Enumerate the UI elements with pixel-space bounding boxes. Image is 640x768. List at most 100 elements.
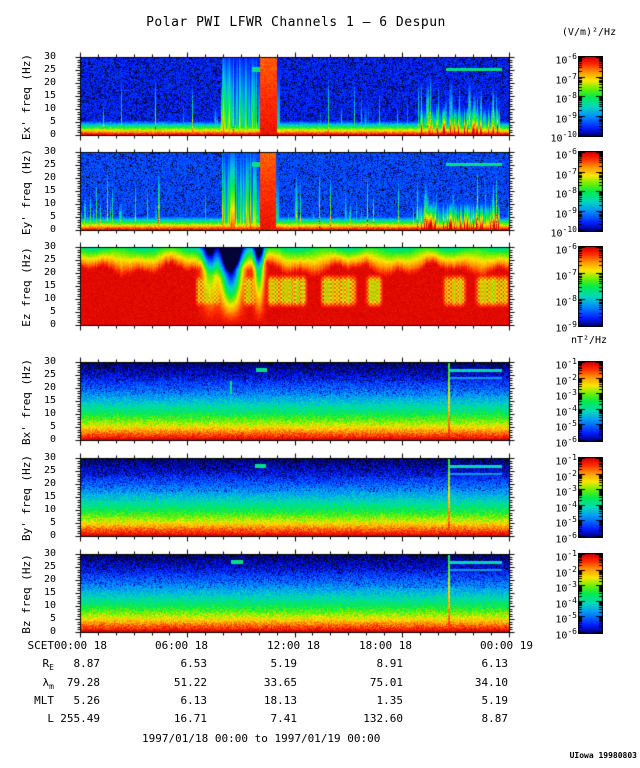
colorbar-tick-label: 10-5 — [555, 419, 577, 434]
y-tick-label: 25 — [43, 561, 56, 572]
y-tick-label: 20 — [43, 574, 56, 585]
colorbar-tick-label: 10-8 — [555, 91, 577, 106]
y-tick-label: 10 — [43, 504, 56, 515]
scet-time-label: 12:00 18 — [267, 639, 320, 652]
electric-units-label: (V/m)²/Hz — [561, 27, 617, 38]
y-tick-label: 20 — [43, 382, 56, 393]
colorbar-tick-label: 10-2 — [555, 372, 577, 387]
y-tick-label: 0 — [49, 626, 56, 637]
magnetic-units-label: nT²/Hz — [570, 335, 608, 346]
colorbar-tick-label: 10-2 — [555, 468, 577, 483]
colorbar-tick-label: 10-1 — [555, 453, 577, 468]
y-tick-label: 30 — [43, 146, 56, 157]
colorbar-tick-label: 10-3 — [555, 484, 577, 499]
y-tick-label: 10 — [43, 408, 56, 419]
ephemeris-value: 18.13 — [263, 694, 297, 707]
y-tick-label: 20 — [43, 77, 56, 88]
y-tick-label: 25 — [43, 465, 56, 476]
colorbar-tick-label: 10-9 — [555, 320, 577, 335]
y-tick-label: 0 — [49, 530, 56, 541]
colorbar-tick-label: 10-3 — [555, 580, 577, 595]
ephemeris-value: 51.22 — [173, 676, 207, 689]
y-tick-label: 10 — [43, 103, 56, 114]
colorbar-tick-label: 10-10 — [550, 225, 578, 240]
colorbar-tick-label: 10-2 — [555, 564, 577, 579]
colorbar-tick-label: 10-8 — [555, 186, 577, 201]
y-tick-label: 15 — [43, 185, 56, 196]
ephemeris-value: 8.91 — [376, 657, 404, 670]
colorbar-tick-label: 10-6 — [555, 147, 577, 162]
spectrogram-bx-canvas — [73, 355, 517, 448]
ephemeris-value: 79.28 — [66, 676, 100, 689]
row-label-mlt: MLT — [34, 694, 54, 707]
y-tick-label: 5 — [49, 116, 56, 127]
ephemeris-value: 255.49 — [60, 712, 100, 725]
row-label-re: RE — [42, 657, 54, 673]
y-tick-label: 30 — [43, 51, 56, 62]
colorbar-tick-label: 10-3 — [555, 388, 577, 403]
colorbar-tick-label: 10-6 — [555, 531, 577, 546]
colorbar-ey-canvas — [578, 151, 603, 232]
colorbar-tick-label: 10-5 — [555, 515, 577, 530]
colorbar-ex-canvas — [578, 56, 603, 137]
plot-title: Polar PWI LFWR Channels 1 — 6 Despun — [146, 15, 446, 30]
y-tick-label: 20 — [43, 267, 56, 278]
colorbar-tick-label: 10-7 — [555, 166, 577, 181]
ephemeris-value: 6.53 — [180, 657, 208, 670]
ephemeris-value: 132.60 — [363, 712, 403, 725]
y-tick-label: 20 — [43, 172, 56, 183]
y-tick-label: 0 — [49, 129, 56, 140]
colorbar-tick-label: 10-4 — [555, 403, 577, 419]
colorbar-tick-label: 10-6 — [555, 242, 577, 257]
y-tick-label: 15 — [43, 90, 56, 101]
y-tick-label: 30 — [43, 241, 56, 252]
scet-time-label: 18:00 18 — [359, 639, 412, 652]
y-tick-label: 15 — [43, 395, 56, 406]
y-tick-label: 5 — [49, 306, 56, 317]
y-tick-label: 10 — [43, 293, 56, 304]
y-tick-label: 30 — [43, 548, 56, 559]
colorbar-tick-label: 10-4 — [555, 595, 577, 611]
ephemeris-value: 34.10 — [474, 676, 508, 689]
spectrogram-by-canvas — [73, 451, 517, 544]
spectrogram-ez-canvas — [73, 240, 517, 333]
row-label-lambda-m: λm — [42, 676, 54, 692]
ephemeris-value: 7.41 — [270, 712, 298, 725]
colorbar-tick-label: 10-7 — [555, 71, 577, 86]
time-range-label: 1997/01/18 00:00 to 1997/01/19 00:00 — [142, 732, 381, 745]
y-tick-label: 30 — [43, 356, 56, 367]
scet-time-label: 00:00 19 — [480, 639, 533, 652]
colorbar-bz-canvas — [578, 553, 603, 634]
credit-stamp: UIowa 19980803 — [569, 751, 637, 760]
ephemeris-value: 5.19 — [270, 657, 298, 670]
y-tick-label: 25 — [43, 159, 56, 170]
colorbar-tick-label: 10-4 — [555, 499, 577, 515]
colorbar-tick-label: 10-8 — [555, 294, 577, 309]
y-tick-label: 15 — [43, 491, 56, 502]
y-tick-label: 0 — [49, 319, 56, 330]
row-label-scet: SCET — [27, 639, 55, 652]
ephemeris-value: 6.13 — [180, 694, 208, 707]
colorbar-tick-label: 10-10 — [550, 130, 578, 145]
ephemeris-value: 16.71 — [173, 712, 207, 725]
spectrogram-ey-canvas — [73, 145, 517, 238]
y-tick-label: 25 — [43, 369, 56, 380]
ephemeris-value: 33.65 — [263, 676, 297, 689]
colorbar-ez-canvas — [578, 246, 603, 327]
colorbar-tick-label: 10-5 — [555, 611, 577, 626]
colorbar-tick-label: 10-9 — [555, 110, 577, 125]
colorbar-tick-label: 10-6 — [555, 435, 577, 450]
y-tick-label: 25 — [43, 64, 56, 75]
y-tick-label: 25 — [43, 254, 56, 265]
y-tick-label: 10 — [43, 198, 56, 209]
colorbar-tick-label: 10-1 — [555, 549, 577, 564]
y-tick-label: 20 — [43, 478, 56, 489]
y-tick-label: 0 — [49, 434, 56, 445]
y-tick-label: 5 — [49, 421, 56, 432]
colorbar-by-canvas — [578, 457, 603, 538]
y-tick-label: 30 — [43, 452, 56, 463]
ephemeris-value: 5.26 — [73, 694, 101, 707]
y-tick-label: 5 — [49, 211, 56, 222]
row-label-l: L — [47, 712, 54, 725]
